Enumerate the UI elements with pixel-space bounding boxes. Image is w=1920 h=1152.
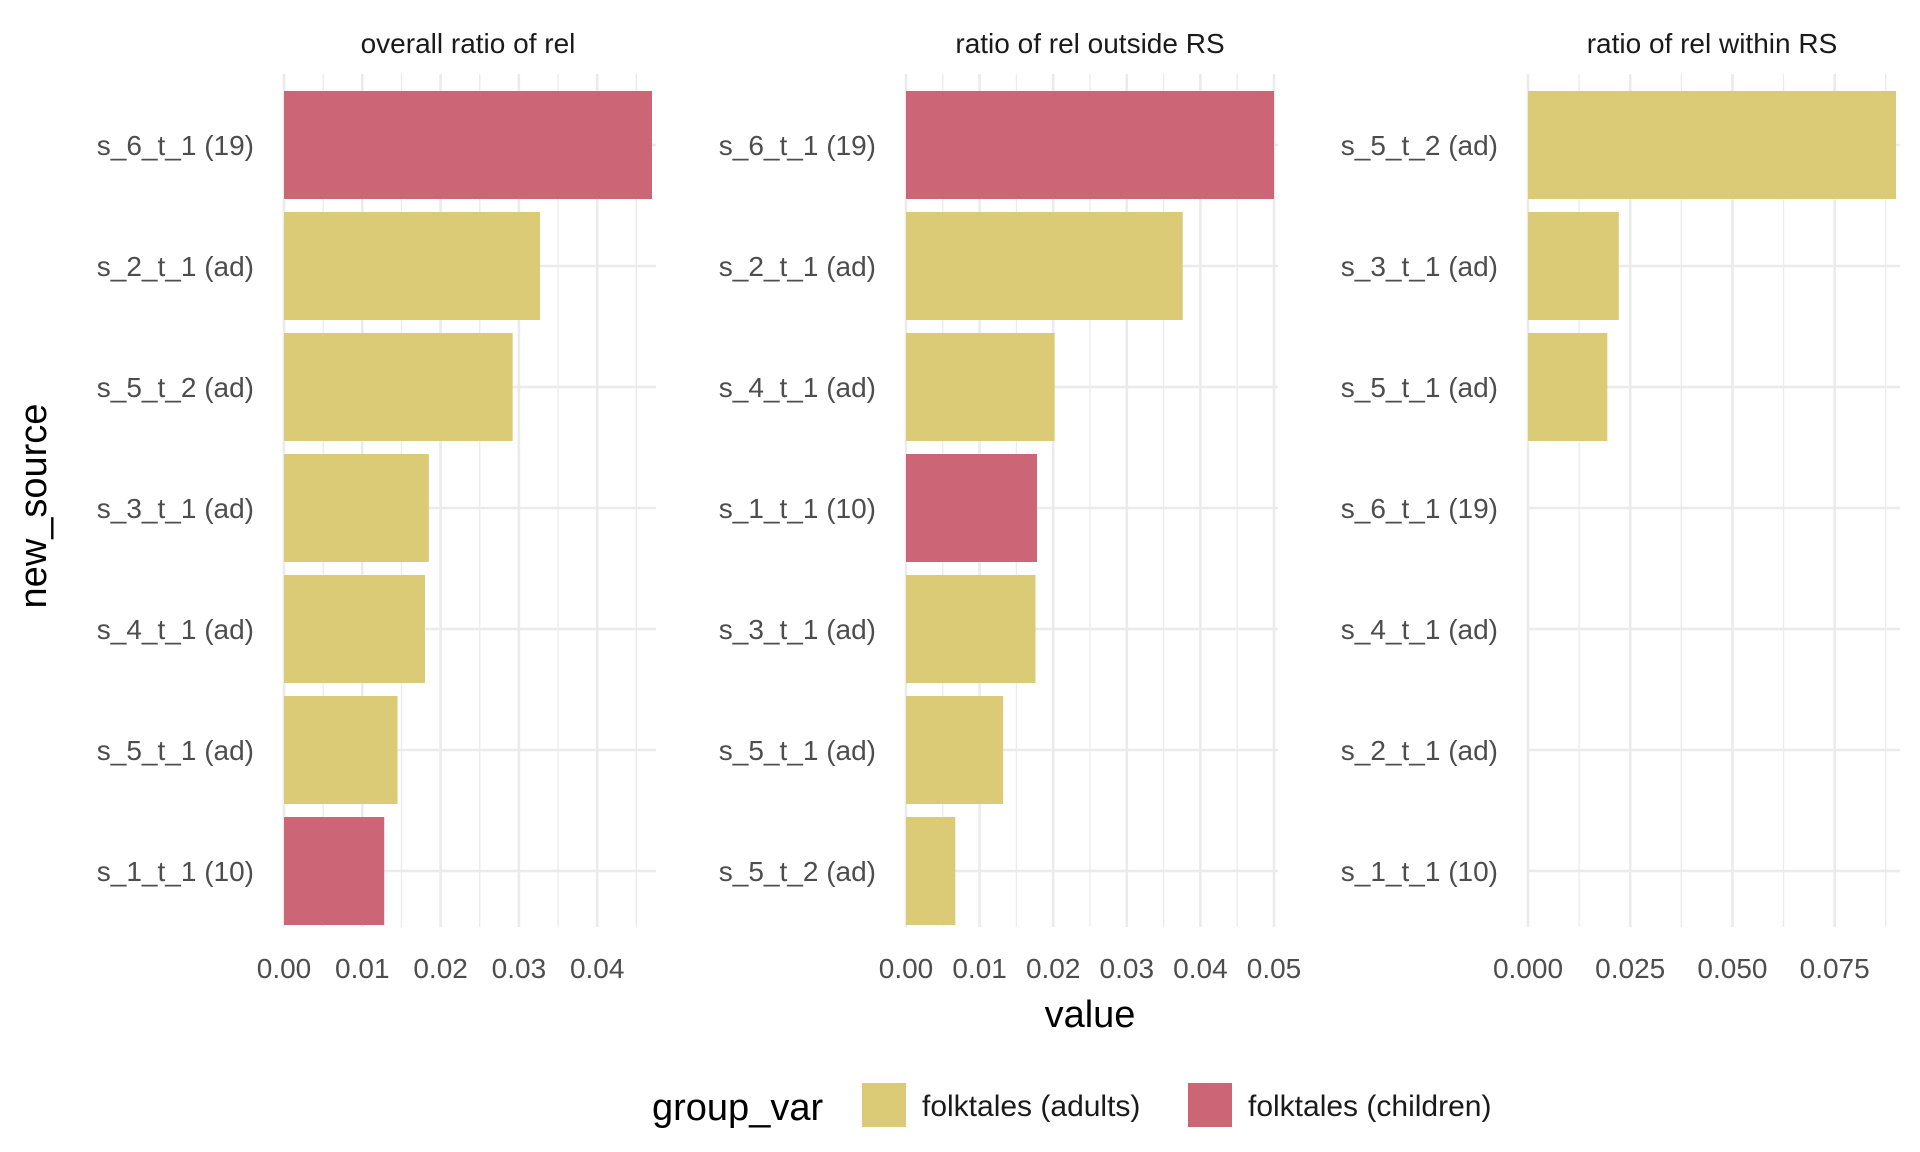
bar: [906, 454, 1038, 562]
panel-1: overall ratio of rel s_6_t_1 (19) s_2_t_1 …: [97, 28, 656, 984]
bar: [1528, 91, 1896, 199]
bar: [284, 575, 425, 683]
panel-3: ratio of rel within RS s_5_t_2 (ad) s_3_t_…: [1341, 28, 1900, 984]
chart-panels: overall ratio of rel s_6_t_1 (19) s_2_t_1 …: [97, 28, 1900, 984]
legend: group_var folktales (adults) folktales (c…: [652, 1083, 1491, 1129]
x-tick-label: 0.075: [1800, 953, 1870, 984]
bar: [284, 91, 652, 199]
y-tick-label: s_5_t_1 (ad): [97, 735, 254, 766]
bar: [284, 817, 385, 925]
x-axis-title: value: [1045, 994, 1136, 1036]
x-tick-label: 0.02: [413, 953, 468, 984]
bar: [284, 454, 429, 562]
y-tick-label: s_1_t_1 (10): [97, 856, 254, 887]
legend-swatch: [862, 1083, 906, 1127]
x-tick-label: 0.00: [879, 953, 934, 984]
legend-label: folktales (adults): [922, 1090, 1140, 1123]
y-tick-label: s_3_t_1 (ad): [719, 614, 876, 645]
y-tick-label: s_2_t_1 (ad): [1341, 735, 1498, 766]
x-tick-label: 0.03: [1100, 953, 1155, 984]
y-tick-label: s_4_t_1 (ad): [97, 614, 254, 645]
bar: [906, 575, 1036, 683]
x-tick-label: 0.01: [335, 953, 390, 984]
y-tick-label: s_5_t_2 (ad): [1341, 130, 1498, 161]
y-tick-label: s_5_t_2 (ad): [97, 372, 254, 403]
legend-label: folktales (children): [1248, 1090, 1491, 1123]
bar: [906, 817, 956, 925]
legend-title: group_var: [652, 1087, 823, 1129]
panel-title: overall ratio of rel: [361, 28, 576, 59]
y-tick-label: s_6_t_1 (19): [1341, 493, 1498, 524]
bar: [906, 696, 1004, 804]
y-tick-label: s_6_t_1 (19): [719, 130, 876, 161]
x-tick-label: 0.00: [257, 953, 312, 984]
y-tick-label: s_5_t_1 (ad): [1341, 372, 1498, 403]
y-tick-label: s_1_t_1 (10): [1341, 856, 1498, 887]
bar: [906, 212, 1183, 320]
panel-title: ratio of rel outside RS: [955, 28, 1224, 59]
y-tick-label: s_5_t_2 (ad): [719, 856, 876, 887]
y-tick-label: s_5_t_1 (ad): [719, 735, 876, 766]
y-tick-label: s_1_t_1 (10): [719, 493, 876, 524]
bar: [284, 212, 541, 320]
bar: [1528, 333, 1608, 441]
bar: [906, 333, 1055, 441]
x-tick-label: 0.04: [1173, 953, 1228, 984]
y-tick-label: s_3_t_1 (ad): [97, 493, 254, 524]
y-tick-label: s_4_t_1 (ad): [1341, 614, 1498, 645]
panel-title: ratio of rel within RS: [1587, 28, 1838, 59]
x-tick-label: 0.01: [952, 953, 1007, 984]
x-tick-label: 0.04: [570, 953, 625, 984]
y-tick-label: s_4_t_1 (ad): [719, 372, 876, 403]
bar: [1528, 212, 1619, 320]
x-tick-label: 0.000: [1493, 953, 1563, 984]
bar: [284, 333, 513, 441]
x-tick-label: 0.02: [1026, 953, 1081, 984]
x-tick-label: 0.050: [1697, 953, 1767, 984]
bar: [284, 696, 398, 804]
bar: [906, 91, 1274, 199]
y-tick-label: s_2_t_1 (ad): [719, 251, 876, 282]
legend-swatch: [1188, 1083, 1232, 1127]
y-axis-title: new_source: [13, 404, 55, 609]
x-tick-label: 0.025: [1595, 953, 1665, 984]
y-tick-label: s_6_t_1 (19): [97, 130, 254, 161]
y-tick-label: s_2_t_1 (ad): [97, 251, 254, 282]
x-tick-label: 0.03: [492, 953, 547, 984]
y-tick-label: s_3_t_1 (ad): [1341, 251, 1498, 282]
panel-2: ratio of rel outside RS s_6_t_1 (19) s_2_t…: [719, 28, 1301, 984]
x-tick-label: 0.05: [1247, 953, 1302, 984]
